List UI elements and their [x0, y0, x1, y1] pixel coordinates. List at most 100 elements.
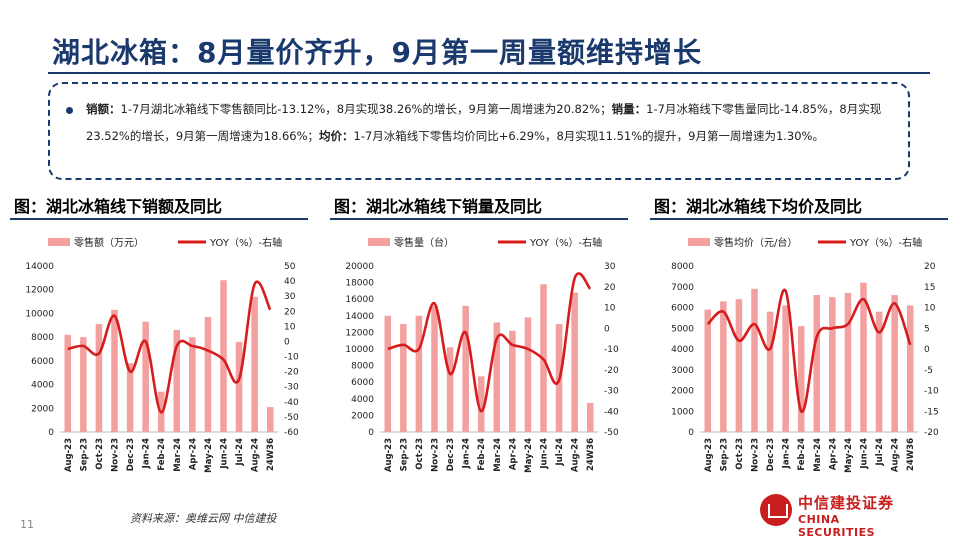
right-tick-label: 10 — [284, 322, 296, 332]
bar-Jun-24 — [220, 280, 227, 432]
price-chart: 零售均价（元/台） YOY（%）-右轴 0 1000 2000 3000 4000 5000 6… — [671, 236, 939, 473]
bar-Nov-23 — [111, 309, 118, 432]
right-tick-label: 20 — [924, 262, 936, 272]
left-tick-label: 12000 — [25, 286, 54, 296]
bar-Oct-23 — [95, 324, 103, 432]
right-tick-label: 20 — [604, 283, 616, 293]
bar-Aug-23 — [64, 334, 72, 432]
summary-sales-text: 1-7月湖北冰箱线下零售额同比-13.12%，8月实现38.26%的增长，9月第… — [120, 102, 612, 116]
left-tick-label: 16000 — [345, 295, 374, 305]
bar-Mar-24 — [173, 330, 181, 432]
x-tick-label: Mar-24 — [813, 438, 823, 472]
company-logo: 中信建投证券 CHINA SECURITIES — [760, 492, 910, 539]
bar-Mar-24 — [493, 322, 501, 432]
left-tick-label: 7000 — [671, 283, 694, 293]
x-tick-label: Aug-23 — [64, 438, 74, 472]
left-tick-label: 2000 — [351, 411, 374, 421]
x-tick-label: Jan-24 — [462, 438, 472, 469]
right-tick-label: -20 — [284, 368, 299, 378]
x-tick-label: 24W36 — [586, 438, 596, 471]
left-tick-label: 3000 — [671, 366, 694, 376]
bar-Jul-24 — [875, 311, 883, 432]
legend-bar-swatch — [688, 238, 710, 246]
x-tick-label: Nov-23 — [111, 438, 121, 472]
right-tick-label: -20 — [604, 366, 619, 376]
right-tick-label: -50 — [604, 428, 619, 438]
bar-May-24 — [844, 292, 852, 432]
x-tick-label: Mar-24 — [493, 438, 503, 472]
right-tick-label: -10 — [604, 345, 619, 355]
x-tick-label: Sep-23 — [79, 438, 89, 471]
bar-Apr-24 — [189, 337, 196, 432]
bar-Sep-23 — [720, 301, 727, 432]
right-tick-label: -20 — [924, 428, 939, 438]
right-tick-label: 30 — [284, 292, 296, 302]
yoy-line — [706, 288, 912, 413]
page-title: 湖北冰箱：8月量价齐升，9月第一周量额维持增长 — [52, 36, 702, 69]
summary-box: 销额：1-7月湖北冰箱线下零售额同比-13.12%，8月实现38.26%的增长，… — [48, 82, 910, 180]
x-tick-label: Mar-24 — [173, 438, 183, 472]
right-tick-label: 50 — [284, 262, 296, 272]
bar-24W36 — [586, 402, 594, 432]
right-tick-label: -15 — [924, 407, 939, 417]
x-tick-label: May-24 — [844, 438, 854, 473]
bar-Jul-24 — [235, 341, 243, 432]
bar-Aug-23 — [704, 309, 712, 432]
legend-line-label: YOY（%）-右轴 — [209, 236, 282, 249]
chart-title-sales: 图：湖北冰箱线下销额及同比 — [14, 197, 223, 216]
legend-line-label: YOY（%）-右轴 — [849, 236, 922, 249]
x-tick-label: Jul-24 — [875, 438, 885, 467]
x-tick-label: Feb-24 — [797, 438, 807, 471]
x-tick-label: Jun-24 — [220, 438, 230, 470]
summary-volume-text: 1-7月冰箱线下零售量同比-14.85%，8月实现23.52%的增长，9月第一周… — [86, 102, 882, 143]
x-tick-label: Apr-24 — [508, 438, 518, 470]
x-tick-label: Jul-24 — [555, 438, 565, 467]
chart-rule-price — [650, 218, 948, 220]
x-tick-label: 24W36 — [906, 438, 916, 471]
x-tick-label: Aug-24 — [891, 438, 901, 472]
bar-Sep-23 — [80, 337, 87, 432]
left-tick-label: 6000 — [351, 378, 374, 388]
left-tick-label: 14000 — [25, 262, 54, 272]
x-tick-label: Aug-23 — [704, 438, 714, 472]
bar-Aug-24 — [571, 292, 578, 432]
left-tick-label: 0 — [368, 428, 374, 438]
bar-Jun-24 — [860, 282, 867, 432]
left-tick-label: 6000 — [671, 304, 694, 314]
x-tick-label: Nov-23 — [751, 438, 761, 472]
volume-chart: 零售量（台） YOY（%）-右轴 0 2000 4000 6000 8000 10000 120… — [345, 236, 619, 473]
x-tick-label: Jun-24 — [860, 438, 870, 470]
x-tick-label: Apr-24 — [828, 438, 838, 470]
left-tick-label: 2000 — [31, 404, 54, 414]
left-tick-label: 4000 — [351, 395, 374, 405]
bar-Dec-23 — [766, 311, 774, 432]
chart-rule-volume — [330, 218, 628, 220]
legend-line-label: YOY（%）-右轴 — [529, 236, 602, 249]
right-tick-label: 5 — [924, 324, 930, 334]
right-tick-label: -10 — [924, 387, 939, 397]
x-tick-label: Oct-23 — [735, 438, 745, 470]
bar-24W36 — [266, 407, 274, 432]
legend-bar-label: 零售额（万元） — [74, 236, 144, 249]
bar-Dec-23 — [446, 347, 454, 432]
bar-Sep-23 — [400, 324, 407, 432]
logo-cn: 中信建投证券 — [798, 494, 895, 512]
bullet-icon — [66, 107, 73, 114]
summary-volume-label: 销量： — [611, 102, 647, 116]
bar-Feb-24 — [477, 376, 485, 432]
right-tick-label: 0 — [924, 345, 930, 355]
bar-Aug-24 — [891, 295, 898, 432]
x-tick-label: Dec-23 — [766, 438, 776, 471]
left-tick-label: 1000 — [671, 407, 694, 417]
yoy-line — [67, 280, 272, 414]
left-tick-label: 8000 — [31, 333, 54, 343]
left-tick-label: 4000 — [31, 381, 54, 391]
bar-Nov-23 — [751, 288, 758, 432]
x-tick-label: Aug-24 — [251, 438, 261, 472]
x-tick-label: Nov-23 — [431, 438, 441, 472]
left-tick-label: 20000 — [345, 262, 374, 272]
chart-rule-sales — [10, 218, 308, 220]
bar-May-24 — [204, 316, 212, 432]
left-tick-label: 10000 — [345, 345, 374, 355]
bar-Jan-24 — [782, 305, 789, 432]
